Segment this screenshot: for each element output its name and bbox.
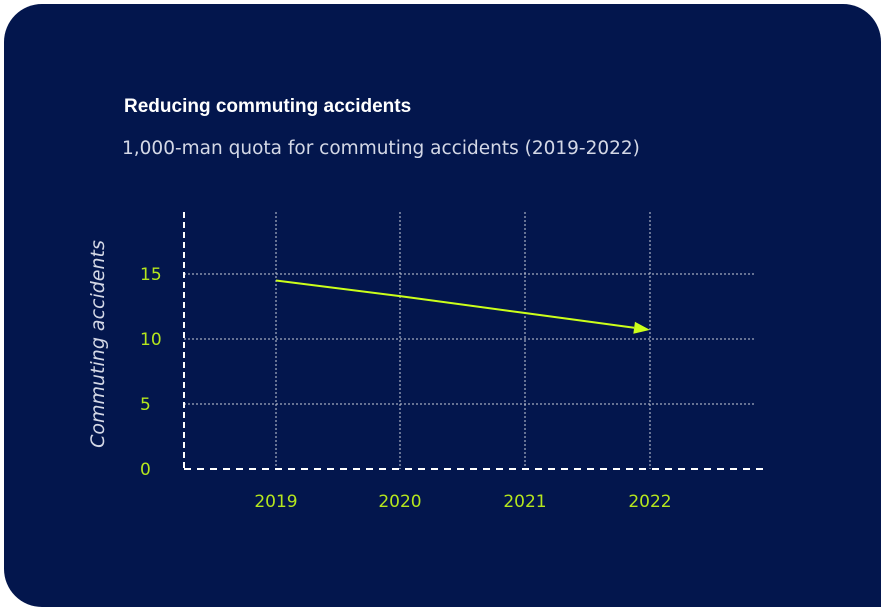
- x-tick-label: 2019: [254, 492, 297, 512]
- x-tick-label: 2020: [378, 492, 421, 512]
- axes: [183, 212, 768, 470]
- chart-card: Reducing commuting accidents 1,000-man q…: [4, 4, 881, 607]
- y-axis-label: Commuting accidents: [87, 240, 109, 448]
- line-chart: 0 5 10 15 2019 2020 2021 2022 Commuting accide…: [87, 212, 768, 512]
- y-tick-label: 10: [140, 330, 162, 350]
- chart-subtitle: 1,000-man quota for commuting accidents …: [122, 138, 640, 159]
- series-arrowhead: [633, 321, 650, 334]
- series: [275, 279, 650, 334]
- y-tick-label: 0: [140, 460, 151, 480]
- x-tick-label: 2021: [503, 492, 546, 512]
- y-tick-label: 15: [140, 265, 162, 285]
- x-tick-label: 2022: [628, 492, 671, 512]
- x-ticks: 2019 2020 2021 2022: [254, 492, 671, 512]
- y-ticks: 0 5 10 15: [140, 265, 162, 480]
- chart-title: Reducing commuting accidents: [124, 96, 412, 117]
- grid: [184, 212, 756, 469]
- series-line: [275, 279, 635, 329]
- y-tick-label: 5: [140, 395, 151, 415]
